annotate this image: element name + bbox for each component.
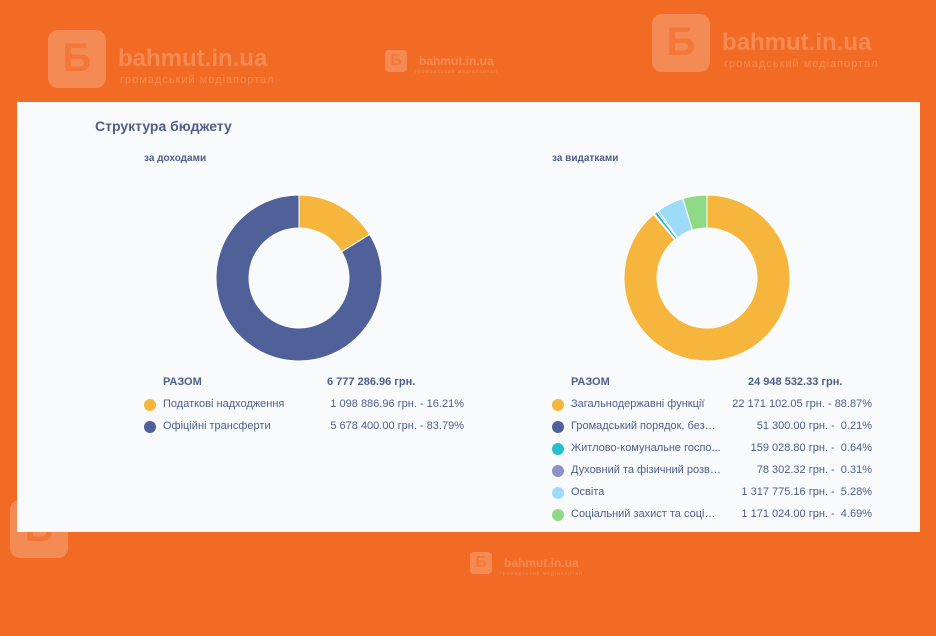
expense-chart-title: за видатками [552, 153, 619, 164]
legend-total-row: РАЗОМ 6 777 286.96 грн. [144, 373, 464, 395]
legend-total-label: РАЗОМ [163, 376, 202, 388]
legend-color-dot [552, 509, 564, 521]
expense-legend: РАЗОМ 24 948 532.33 грн. Загальнодержавні … [552, 373, 872, 527]
watermark-name: bahmut.in.ua [504, 556, 579, 570]
donut-slice-0-1[interactable] [215, 194, 383, 362]
legend-color-dot [144, 421, 156, 433]
legend-total-label: РАЗОМ [571, 376, 610, 388]
legend-item-label: Житлово-комунальне госпо... [571, 442, 721, 454]
income-legend: РАЗОМ 6 777 286.96 грн. Податкові надходже… [144, 373, 464, 439]
legend-color-dot [552, 421, 564, 433]
income-donut-chart [215, 194, 383, 362]
bahmut-logo-icon [470, 552, 492, 574]
income-chart-title: за доходами [144, 153, 207, 164]
legend-color-dot [552, 443, 564, 455]
legend-item-value: 1 171 024.00 грн. - 4.69% [741, 508, 872, 520]
page-title: Структура бюджету [95, 118, 232, 134]
watermark-tagline: громадський медіапортал [724, 58, 879, 70]
legend-item-value: 159 028.80 грн. - 0.64% [750, 442, 872, 454]
legend-color-dot [552, 399, 564, 411]
legend-item-label: Освіта [571, 486, 605, 498]
bahmut-logo-icon [652, 14, 710, 72]
legend-item[interactable]: Житлово-комунальне госпо... 159 028.80 гр… [552, 439, 872, 461]
legend-item-label: Громадський порядок, безпе... [571, 420, 721, 432]
legend-color-dot [552, 465, 564, 477]
legend-item[interactable]: Податкові надходження 1 098 886.96 грн. -… [144, 395, 464, 417]
legend-item-value: 22 171 102.05 грн. - 88.87% [732, 398, 872, 410]
legend-item[interactable]: Громадський порядок, безпе... 51 300.00 г… [552, 417, 872, 439]
legend-item-value: 1 317 775.16 грн. - 5.28% [741, 486, 872, 498]
legend-item-label: Офіційні трансферти [163, 420, 271, 432]
watermark-tagline: громадський медіапортал [415, 69, 498, 75]
expense-donut-chart [623, 194, 791, 362]
watermark-name: bahmut.in.ua [419, 54, 494, 68]
legend-item-value: 78 302.32 грн. - 0.31% [756, 464, 872, 476]
legend-item[interactable]: Загальнодержавні функції 22 171 102.05 гр… [552, 395, 872, 417]
legend-item-label: Духовний та фізичний розви... [571, 464, 721, 476]
legend-item[interactable]: Офіційні трансферти 5 678 400.00 грн. - 8… [144, 417, 464, 439]
legend-item-label: Податкові надходження [163, 398, 285, 410]
legend-total-value: 6 777 286.96 грн. [327, 376, 416, 388]
watermark-logo: bahmut.in.ua громадський медіапортал [48, 30, 275, 88]
legend-total-row: РАЗОМ 24 948 532.33 грн. [552, 373, 872, 395]
watermark-logo: bahmut.in.ua громадський медіапортал [385, 50, 498, 75]
budget-card: Структура бюджету за доходами за видатка… [17, 102, 920, 532]
legend-item-value: 1 098 886.96 грн. - 16.21% [330, 398, 464, 410]
watermark-tagline: громадський медіапортал [500, 571, 583, 577]
bahmut-logo-icon [385, 50, 407, 72]
legend-item-value: 51 300.00 грн. - 0.21% [756, 420, 872, 432]
bahmut-logo-icon [48, 30, 106, 88]
legend-item[interactable]: Соціальний захист та соціал... 1 171 024.… [552, 505, 872, 527]
legend-color-dot [144, 399, 156, 411]
legend-total-value: 24 948 532.33 грн. [748, 376, 843, 388]
legend-item-value: 5 678 400.00 грн. - 83.79% [330, 420, 464, 432]
watermark-name: bahmut.in.ua [118, 45, 268, 72]
watermark-logo: bahmut.in.ua громадський медіапортал [652, 14, 879, 72]
watermark-tagline: громадський медіапортал [120, 74, 275, 86]
legend-item-label: Соціальний захист та соціал... [571, 508, 721, 520]
donut-slice-1-5[interactable] [682, 194, 708, 231]
legend-item[interactable]: Духовний та фізичний розви... 78 302.32 г… [552, 461, 872, 483]
legend-color-dot [552, 487, 564, 499]
watermark-logo: bahmut.in.ua громадський медіапортал [470, 552, 583, 577]
donut-slice-1-0[interactable] [623, 194, 791, 362]
watermark-name: bahmut.in.ua [722, 29, 872, 56]
legend-item-label: Загальнодержавні функції [571, 398, 705, 410]
legend-item[interactable]: Освіта 1 317 775.16 грн. - 5.28% [552, 483, 872, 505]
